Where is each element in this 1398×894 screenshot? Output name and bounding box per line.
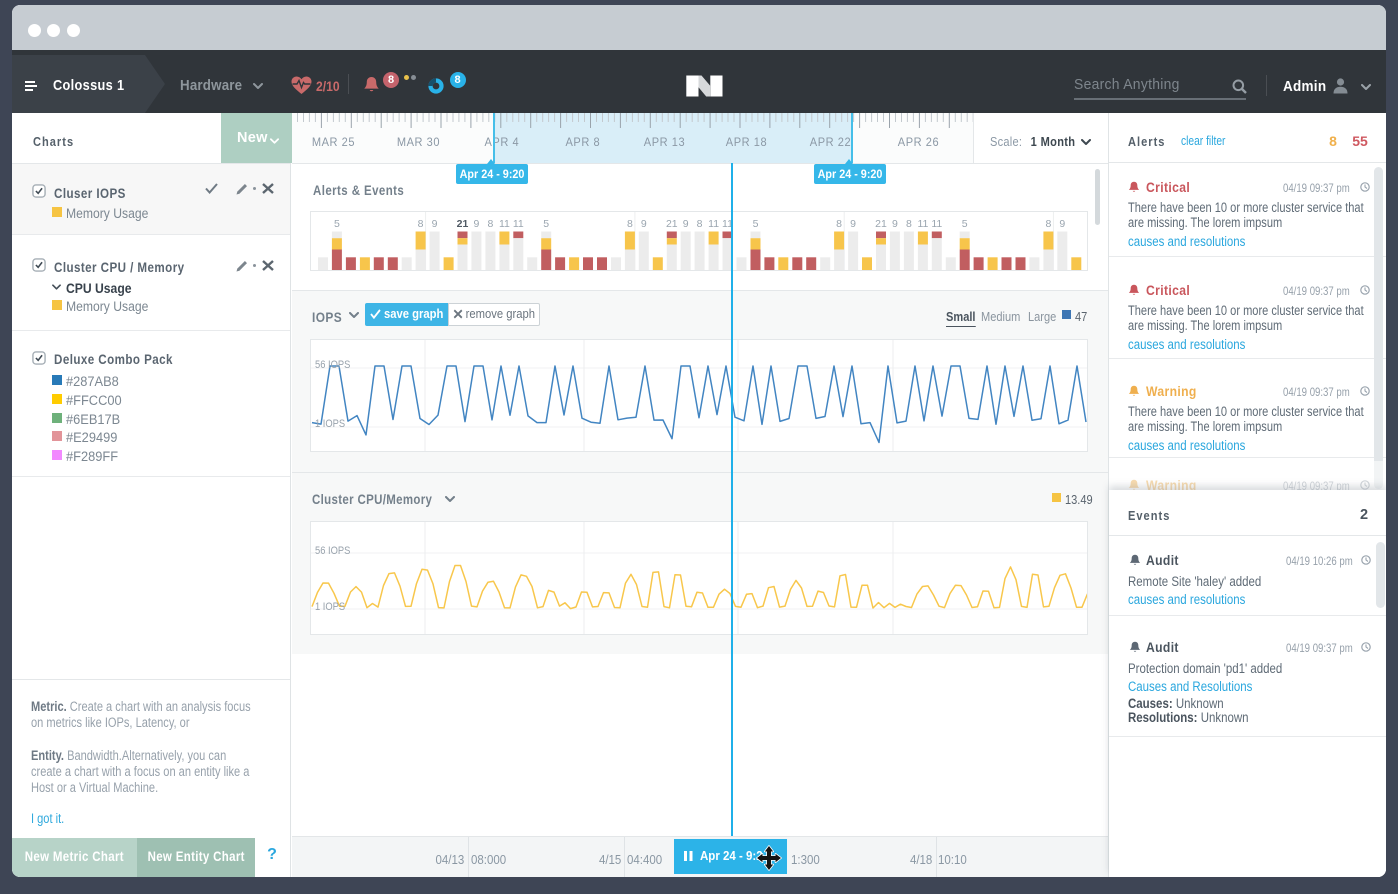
svg-text:8: 8 <box>487 218 493 230</box>
svg-text:11: 11 <box>931 218 942 230</box>
svg-text:11: 11 <box>513 218 524 230</box>
svg-text:11: 11 <box>708 218 719 230</box>
svg-text:9: 9 <box>1059 218 1065 230</box>
svg-text:5: 5 <box>543 218 549 230</box>
svg-text:8: 8 <box>906 218 912 230</box>
svg-text:8: 8 <box>836 218 842 230</box>
svg-text:21: 21 <box>875 218 887 230</box>
svg-text:9: 9 <box>641 218 647 230</box>
svg-text:5: 5 <box>753 218 759 230</box>
svg-text:21: 21 <box>457 218 469 230</box>
svg-text:11: 11 <box>917 218 928 230</box>
svg-text:5: 5 <box>334 218 340 230</box>
svg-text:9: 9 <box>850 218 856 230</box>
svg-text:5: 5 <box>962 218 968 230</box>
svg-text:21: 21 <box>666 218 678 230</box>
svg-text:8: 8 <box>627 218 633 230</box>
svg-text:11: 11 <box>722 218 733 230</box>
svg-text:9: 9 <box>892 218 898 230</box>
svg-text:9: 9 <box>473 218 479 230</box>
svg-text:8: 8 <box>697 218 703 230</box>
svg-text:9: 9 <box>432 218 438 230</box>
svg-text:11: 11 <box>499 218 510 230</box>
svg-text:8: 8 <box>418 218 424 230</box>
svg-text:8: 8 <box>1045 218 1051 230</box>
svg-text:9: 9 <box>683 218 689 230</box>
